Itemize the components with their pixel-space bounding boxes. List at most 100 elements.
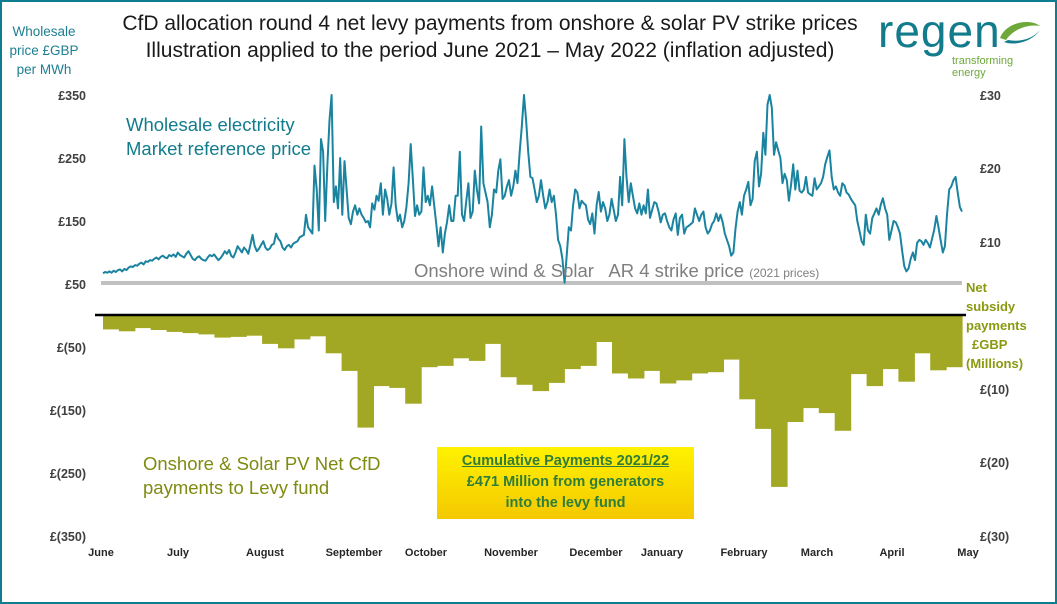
levy-bar: [357, 315, 374, 428]
levy-bar: [612, 315, 629, 374]
x-tick-label: April: [879, 547, 904, 559]
levy-bar: [516, 315, 534, 385]
levy-bar: [771, 315, 788, 487]
levy-bar: [262, 315, 279, 344]
cumulative-heading: Cumulative Payments 2021/22: [461, 453, 670, 469]
levy-bar: [246, 315, 263, 336]
levy-bar: [882, 315, 899, 370]
logo-wordmark: regen: [878, 5, 1001, 57]
right-tick-label: £(20): [980, 456, 1009, 470]
levy-bar: [850, 315, 868, 375]
levy-bar: [118, 315, 136, 332]
x-tick-label: January: [641, 547, 684, 559]
levy-bar: [723, 315, 740, 360]
cumulative-payments-box: Cumulative Payments 2021/22 £471 Million…: [437, 447, 694, 519]
levy-bar: [453, 315, 470, 359]
strike-price-annotation: Onshore wind & Solar AR 4 strike price (…: [414, 260, 819, 282]
right-tick-label: £20: [980, 162, 1001, 176]
levy-bar: [293, 315, 311, 340]
levy-bar: [373, 315, 390, 387]
right-tick-label: £30: [980, 89, 1001, 103]
right-axis-label-line: £GBP: [972, 337, 1008, 352]
levy-bar: [389, 315, 406, 388]
cumulative-line-2: into the levy fund: [505, 495, 626, 511]
wholesale-annotation-line: Market reference price: [126, 138, 312, 159]
levy-bar: [898, 315, 915, 382]
left-tick-label: £(50): [57, 341, 86, 355]
x-tick-label: February: [720, 547, 768, 559]
right-axis-label-line: (Millions): [966, 356, 1024, 371]
left-axis-label-line: Wholesale: [12, 24, 76, 39]
left-tick-label: £150: [58, 215, 86, 229]
levy-bar: [739, 315, 756, 400]
right-axis-label-line: Net: [966, 280, 987, 295]
right-axis-label-line: subsidy: [966, 299, 1016, 314]
levy-bar: [405, 315, 422, 404]
levy-bar: [500, 315, 518, 378]
x-axis-ticks: June July August September October November De…: [88, 547, 979, 559]
levy-bar: [930, 315, 947, 371]
levy-bar: [468, 315, 486, 361]
logo-tagline: transforming energy: [952, 55, 1014, 79]
levy-bar: [341, 315, 359, 371]
left-tick-label: £(150): [50, 404, 86, 418]
levy-bar: [914, 315, 931, 354]
levy-bar: [166, 315, 184, 332]
x-tick-label: July: [167, 547, 190, 559]
wholesale-price-line: [102, 94, 963, 284]
levy-bar: [802, 315, 820, 409]
levy-bar: [103, 315, 120, 330]
levy-bar: [134, 315, 152, 329]
levy-bar: [691, 315, 709, 374]
x-tick-label: March: [801, 547, 834, 559]
left-axis-ticks: £350 £250 £150 £50 £(50) £(150) £(250) £(350): [50, 89, 86, 544]
right-tick-label: £(30): [980, 530, 1009, 544]
levy-bar: [818, 315, 836, 414]
left-tick-label: £(250): [50, 467, 86, 481]
levy-bar: [834, 315, 852, 431]
right-tick-label: £10: [980, 236, 1001, 250]
levy-bar: [564, 315, 581, 370]
levy-bar: [150, 315, 168, 330]
strike-price-note: (2021 prices): [749, 266, 820, 280]
right-axis-ticks: £30 £20 £10 £(10) £(20) £(30): [980, 89, 1009, 544]
levy-bar: [198, 315, 215, 335]
x-tick-label: September: [326, 547, 384, 559]
left-tick-label: £350: [58, 89, 86, 103]
wholesale-annotation-line: Wholesale electricity: [126, 114, 295, 135]
levy-annotation-line: Onshore & Solar PV Net CfD: [143, 453, 381, 474]
x-tick-label: June: [88, 547, 114, 559]
levy-bars: [103, 315, 963, 487]
chart-title-line-2: Illustration applied to the period June …: [145, 39, 835, 62]
levy-bar: [643, 315, 661, 371]
levy-bar: [437, 315, 454, 366]
levy-bar: [484, 315, 502, 344]
levy-bar: [325, 315, 343, 354]
levy-bar: [866, 315, 884, 387]
logo-swirl-icon: [1000, 22, 1040, 44]
x-tick-label: December: [569, 547, 623, 559]
levy-annotation: Onshore & Solar PV Net CfD payments to L…: [143, 452, 381, 500]
levy-bar: [182, 315, 199, 334]
right-axis-label: Net subsidy payments £GBP (Millions): [966, 278, 1050, 373]
cumulative-line-1: £471 Million from generators: [466, 474, 665, 490]
levy-bar: [627, 315, 645, 379]
levy-bar: [675, 315, 693, 381]
levy-annotation-line: payments to Levy fund: [143, 477, 330, 498]
left-axis-label-line: per MWh: [16, 62, 72, 77]
levy-bar: [755, 315, 772, 429]
levy-bar: [787, 315, 804, 422]
left-axis-label-line: price £GBP: [9, 43, 79, 58]
levy-bar: [580, 315, 597, 366]
x-tick-label: November: [484, 547, 539, 559]
x-tick-label: October: [405, 547, 448, 559]
levy-bar: [278, 315, 295, 349]
levy-bar: [707, 315, 724, 373]
left-tick-label: £(350): [50, 530, 86, 544]
wholesale-annotation: Wholesale electricity Market reference p…: [126, 113, 311, 161]
levy-bar: [214, 315, 231, 338]
chart-title-line-1: CfD allocation round 4 net levy payments…: [122, 12, 858, 35]
right-tick-label: £(10): [980, 383, 1009, 397]
